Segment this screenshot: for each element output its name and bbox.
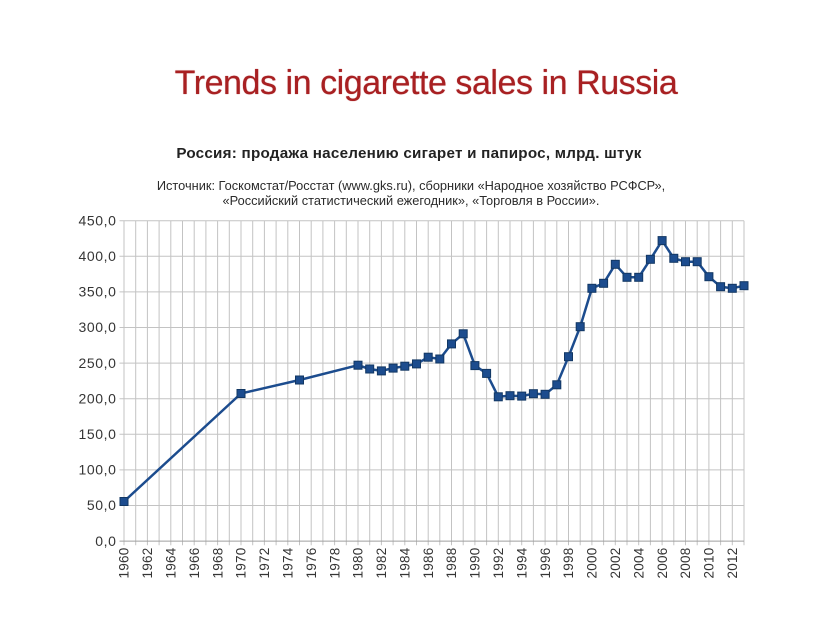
svg-text:400,0: 400,0 — [78, 248, 116, 264]
svg-text:300,0: 300,0 — [78, 319, 116, 335]
svg-text:1984: 1984 — [398, 547, 413, 578]
svg-text:1998: 1998 — [561, 548, 576, 579]
svg-text:1990: 1990 — [468, 548, 483, 579]
svg-text:2004: 2004 — [631, 547, 646, 578]
svg-text:450,0: 450,0 — [78, 212, 116, 228]
svg-text:1980: 1980 — [351, 548, 366, 579]
svg-text:1966: 1966 — [187, 548, 202, 579]
svg-text:1996: 1996 — [538, 548, 553, 579]
svg-text:1976: 1976 — [304, 548, 319, 579]
svg-text:1970: 1970 — [234, 548, 249, 579]
svg-text:2008: 2008 — [678, 548, 693, 579]
svg-text:250,0: 250,0 — [78, 355, 116, 371]
svg-text:1982: 1982 — [374, 548, 389, 579]
svg-text:200,0: 200,0 — [78, 390, 116, 406]
svg-text:100,0: 100,0 — [78, 462, 116, 478]
svg-text:1964: 1964 — [164, 547, 179, 578]
svg-text:1992: 1992 — [491, 548, 506, 579]
svg-text:1986: 1986 — [421, 548, 436, 579]
svg-text:1960: 1960 — [117, 548, 132, 579]
svg-text:1978: 1978 — [327, 548, 342, 579]
svg-text:2012: 2012 — [725, 548, 740, 579]
svg-text:1988: 1988 — [444, 548, 459, 579]
svg-text:1968: 1968 — [210, 548, 225, 579]
svg-text:1994: 1994 — [514, 547, 529, 578]
svg-text:1962: 1962 — [140, 548, 155, 579]
svg-text:350,0: 350,0 — [78, 284, 116, 300]
svg-text:2002: 2002 — [608, 548, 623, 579]
svg-text:0,0: 0,0 — [95, 533, 116, 549]
svg-text:50,0: 50,0 — [87, 497, 117, 513]
svg-text:1972: 1972 — [257, 548, 272, 579]
svg-text:2000: 2000 — [585, 548, 600, 579]
svg-text:2006: 2006 — [655, 548, 670, 579]
svg-text:150,0: 150,0 — [78, 426, 116, 442]
svg-text:1974: 1974 — [281, 547, 296, 578]
svg-text:2010: 2010 — [702, 548, 717, 579]
